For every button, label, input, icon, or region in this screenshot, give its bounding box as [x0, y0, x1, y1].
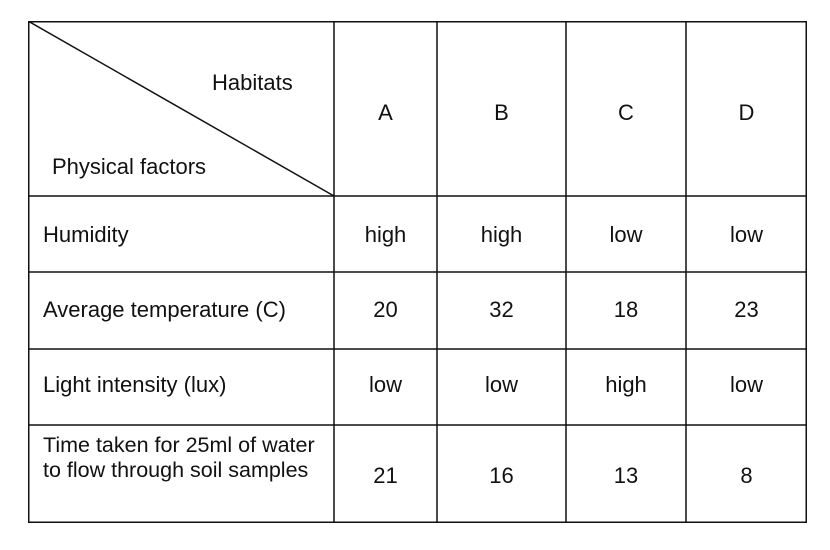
habitat-header-a: A — [378, 100, 393, 125]
cell-humidity-d: low — [729, 222, 763, 247]
cell-time-d: 8 — [740, 463, 753, 488]
habitat-table: Habitats Physical factors A B C D Humidi… — [28, 21, 807, 523]
column-header-label: Habitats — [212, 70, 293, 95]
row-label-time-taken: Time taken for 25ml of water to flow thr… — [43, 433, 315, 482]
habitat-header-d: D — [738, 100, 755, 125]
habitat-header-c: C — [618, 100, 634, 125]
cell-light-d: low — [729, 372, 763, 397]
row-label-average-temperature: Average temperature (C) — [43, 297, 286, 322]
header-diagonal-line — [28, 21, 335, 197]
cell-temperature-c: 18 — [613, 297, 639, 322]
cell-temperature-d: 23 — [734, 297, 759, 322]
habitat-header-b: B — [494, 100, 509, 125]
row-header-label: Physical factors — [52, 154, 207, 179]
table-grid-lines — [28, 21, 807, 523]
cell-time-c: 13 — [613, 463, 639, 488]
cell-light-b: low — [484, 372, 518, 397]
cell-light-a: low — [368, 372, 402, 397]
row-label-light-intensity: Light intensity (lux) — [43, 372, 227, 397]
cell-time-a: 21 — [373, 463, 398, 488]
row-label-humidity: Humidity — [43, 222, 129, 247]
cell-humidity-c: low — [609, 222, 643, 247]
cell-time-b: 16 — [489, 463, 514, 488]
cell-light-c: high — [605, 372, 647, 397]
cell-temperature-a: 20 — [373, 297, 398, 322]
cell-temperature-b: 32 — [489, 297, 514, 322]
cell-humidity-b: high — [480, 222, 523, 247]
cell-humidity-a: high — [364, 222, 407, 247]
